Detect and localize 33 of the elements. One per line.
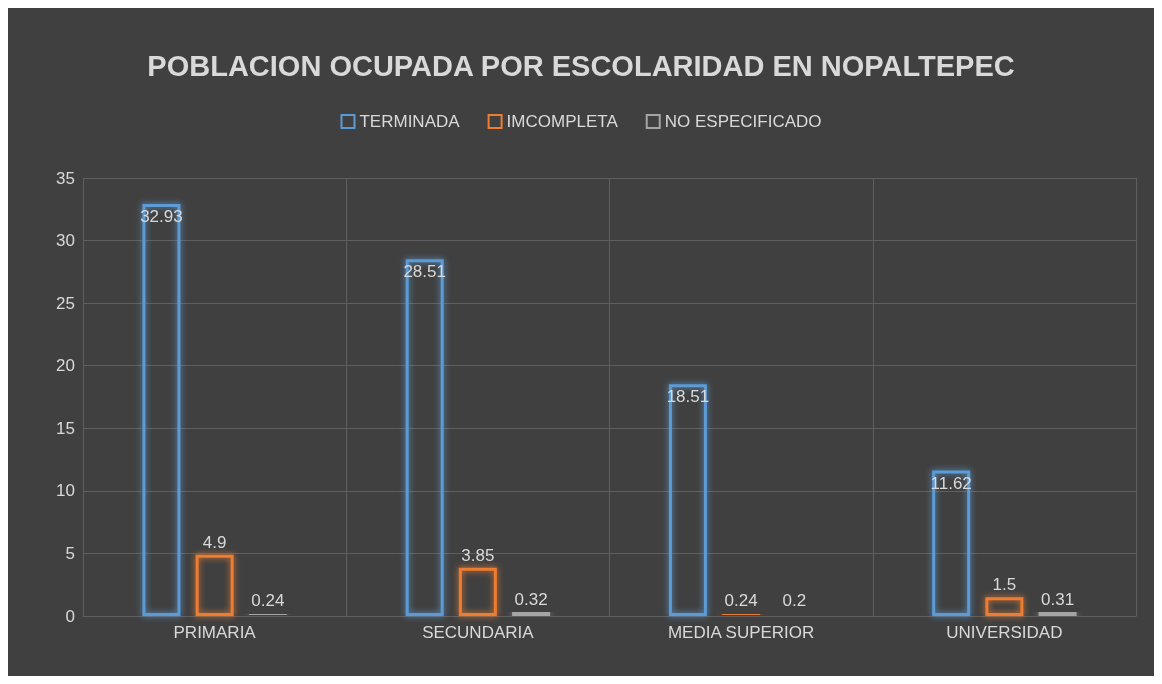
data-label: 3.85: [461, 545, 495, 565]
x-tick-label: PRIMARIA: [173, 623, 257, 642]
x-tick-label: UNIVERSIDAD: [946, 623, 1063, 642]
y-tick-label: 20: [56, 356, 75, 376]
data-label: 1.5: [992, 575, 1017, 595]
x-tick-label: MEDIA SUPERIOR: [667, 623, 815, 642]
data-label: 0.2: [782, 591, 807, 611]
y-tick-label: 35: [56, 168, 75, 188]
bar: [458, 567, 497, 616]
bar: [405, 259, 444, 616]
bar: [668, 384, 707, 616]
data-label: 0.32: [514, 590, 548, 609]
data-label: 0.31: [1041, 590, 1075, 610]
bar: [142, 203, 181, 616]
data-label: 4.9: [202, 532, 227, 552]
legend-label: NO ESPECIFICADO: [664, 112, 822, 131]
y-tick-label: 25: [56, 293, 75, 313]
y-tick-label: 10: [56, 481, 75, 501]
bar: [512, 612, 551, 616]
bar: [932, 470, 971, 616]
legend-label: IMCOMPLETA: [506, 112, 619, 131]
bar: [195, 554, 234, 616]
legend-label: TERMINADA: [359, 112, 461, 131]
data-label: 0.24: [251, 591, 285, 610]
x-tick-label: SECUNDARIA: [422, 623, 535, 642]
y-tick-label: 5: [65, 543, 75, 563]
y-tick-label: 0: [65, 606, 75, 626]
bar: [985, 597, 1024, 616]
y-tick-label: 15: [56, 418, 75, 438]
data-label: 0.24: [724, 591, 758, 610]
y-tick-label: 30: [56, 231, 75, 251]
chart-title: POBLACION OCUPADA POR ESCOLARIDAD EN NOPALTEPEC: [147, 49, 1015, 82]
bar: [1038, 612, 1077, 616]
